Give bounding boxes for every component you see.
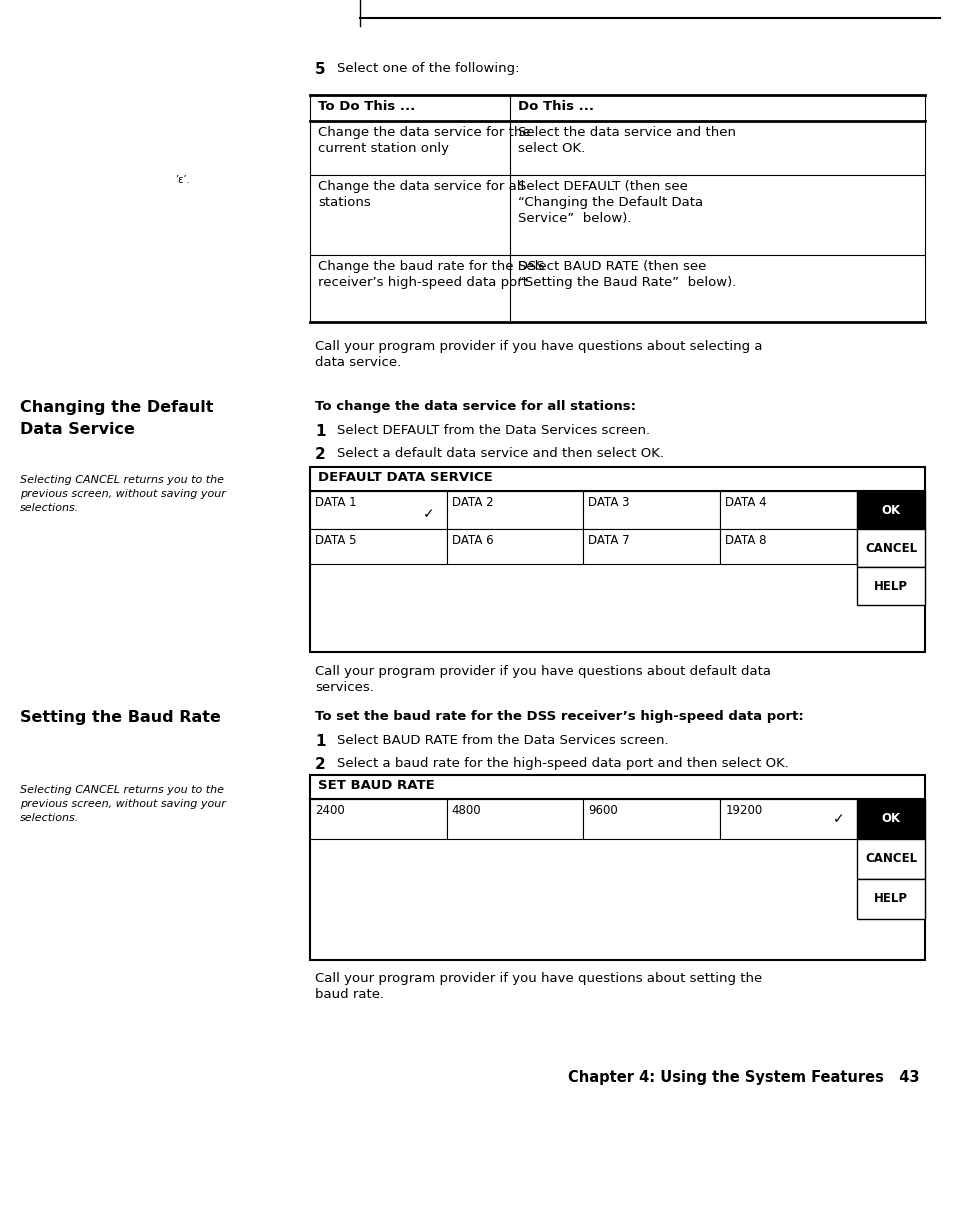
Text: current station only: current station only (317, 142, 449, 155)
Text: DATA 1: DATA 1 (314, 496, 356, 508)
Text: To change the data service for all stations:: To change the data service for all stati… (314, 400, 636, 413)
Bar (310, 491, 446, 529)
Text: To Do This ...: To Do This ... (317, 99, 415, 113)
Text: selections.: selections. (20, 813, 79, 823)
Text: 19200: 19200 (724, 804, 761, 817)
Text: DATA 2: DATA 2 (452, 496, 493, 508)
Text: 2: 2 (314, 447, 325, 462)
Text: SET BAUD RATE: SET BAUD RATE (317, 779, 435, 792)
Bar (856, 839, 924, 879)
Text: Select DEFAULT (then see: Select DEFAULT (then see (517, 181, 687, 193)
Bar (720, 491, 856, 529)
Text: Select one of the following:: Select one of the following: (336, 61, 519, 75)
Text: To set the baud rate for the DSS receiver’s high-speed data port:: To set the baud rate for the DSS receive… (314, 710, 803, 723)
Bar (720, 799, 856, 839)
Text: Select a baud rate for the high-speed data port and then select OK.: Select a baud rate for the high-speed da… (336, 756, 788, 770)
Text: Change the data service for the: Change the data service for the (317, 126, 530, 139)
Text: Select BAUD RATE from the Data Services screen.: Select BAUD RATE from the Data Services … (336, 734, 668, 747)
Bar (446, 529, 583, 564)
Text: CANCEL: CANCEL (864, 852, 916, 866)
Text: Chapter 4: Using the System Features   43: Chapter 4: Using the System Features 43 (568, 1070, 919, 1086)
Bar (856, 567, 924, 605)
Text: ✓: ✓ (423, 507, 435, 521)
Text: Service”  below).: Service” below). (517, 212, 631, 225)
Text: Changing the Default: Changing the Default (20, 400, 213, 415)
Text: Call your program provider if you have questions about default data: Call your program provider if you have q… (314, 666, 770, 678)
Text: previous screen, without saving your: previous screen, without saving your (20, 489, 226, 499)
Text: Change the data service for all: Change the data service for all (317, 181, 524, 193)
Text: 4800: 4800 (452, 804, 481, 817)
Text: DATA 7: DATA 7 (588, 534, 630, 546)
Text: DATA 5: DATA 5 (314, 534, 356, 546)
Bar (583, 799, 720, 839)
Bar (856, 529, 924, 567)
Text: select OK.: select OK. (517, 142, 584, 155)
Text: 1: 1 (314, 424, 325, 438)
Text: Change the baud rate for the DSS: Change the baud rate for the DSS (317, 260, 544, 273)
Text: baud rate.: baud rate. (314, 989, 384, 1001)
Bar (446, 491, 583, 529)
Text: DATA 6: DATA 6 (452, 534, 493, 546)
Bar (310, 529, 446, 564)
Text: Select a default data service and then select OK.: Select a default data service and then s… (336, 447, 663, 460)
Text: receiver’s high-speed data port: receiver’s high-speed data port (317, 276, 527, 289)
Bar (310, 799, 446, 839)
Text: Selecting CANCEL returns you to the: Selecting CANCEL returns you to the (20, 785, 224, 795)
Text: 9600: 9600 (588, 804, 618, 817)
Text: HELP: HELP (873, 580, 907, 592)
Text: data service.: data service. (314, 356, 401, 368)
Text: “Changing the Default Data: “Changing the Default Data (517, 196, 702, 209)
Text: Select the data service and then: Select the data service and then (517, 126, 735, 139)
Text: CANCEL: CANCEL (864, 542, 916, 555)
Text: Do This ...: Do This ... (517, 99, 594, 113)
Text: ✓: ✓ (833, 812, 844, 826)
Bar (446, 799, 583, 839)
Text: HELP: HELP (873, 893, 907, 905)
Bar (310, 775, 924, 960)
Text: 5: 5 (314, 61, 325, 77)
Text: Select BAUD RATE (then see: Select BAUD RATE (then see (517, 260, 705, 273)
Bar (583, 491, 720, 529)
Text: OK: OK (881, 503, 900, 517)
Text: Data Service: Data Service (20, 422, 134, 437)
Text: DATA 3: DATA 3 (588, 496, 629, 508)
Text: OK: OK (881, 813, 900, 825)
Text: 2: 2 (314, 756, 325, 772)
Text: Call your program provider if you have questions about setting the: Call your program provider if you have q… (314, 973, 761, 985)
Text: 1: 1 (314, 734, 325, 749)
Text: Select DEFAULT from the Data Services screen.: Select DEFAULT from the Data Services sc… (336, 424, 649, 437)
Text: stations: stations (317, 196, 371, 209)
Text: DATA 4: DATA 4 (724, 496, 766, 508)
Text: services.: services. (314, 682, 374, 694)
Bar (720, 529, 856, 564)
Text: DATA 8: DATA 8 (724, 534, 766, 546)
Bar (856, 799, 924, 839)
Text: previous screen, without saving your: previous screen, without saving your (20, 799, 226, 809)
Text: DEFAULT DATA SERVICE: DEFAULT DATA SERVICE (317, 472, 493, 484)
Text: 2400: 2400 (314, 804, 344, 817)
Text: Selecting CANCEL returns you to the: Selecting CANCEL returns you to the (20, 475, 224, 485)
Bar (583, 529, 720, 564)
Text: Setting the Baud Rate: Setting the Baud Rate (20, 710, 221, 725)
Text: ’ε’.: ’ε’. (174, 176, 190, 185)
Text: selections.: selections. (20, 503, 79, 513)
Text: Call your program provider if you have questions about selecting a: Call your program provider if you have q… (314, 340, 761, 352)
Bar (856, 879, 924, 919)
Text: “Setting the Baud Rate”  below).: “Setting the Baud Rate” below). (517, 276, 736, 289)
Bar (856, 491, 924, 529)
Bar (310, 467, 924, 652)
